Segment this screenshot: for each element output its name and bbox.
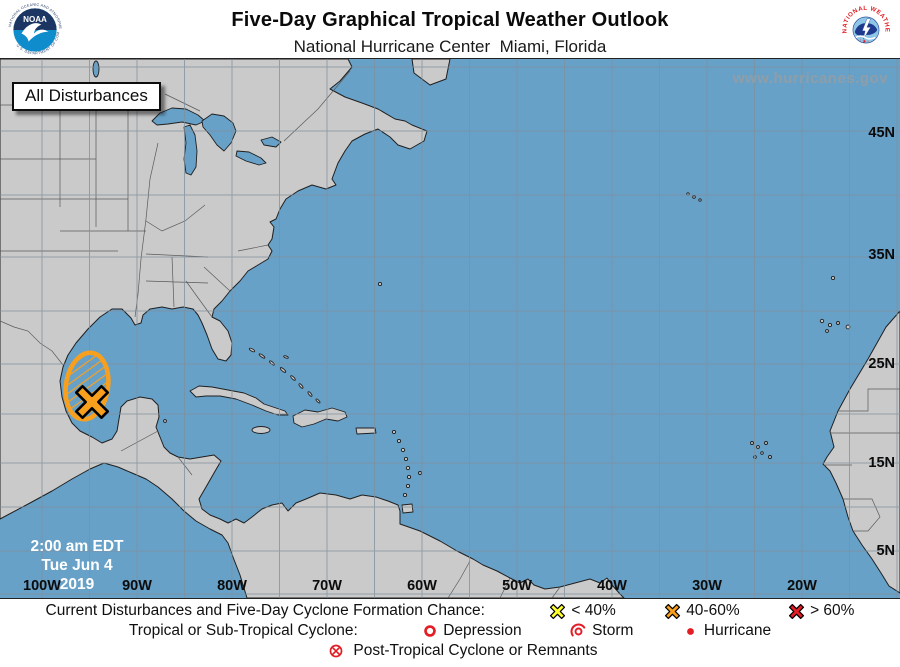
island-jamaica <box>251 426 271 434</box>
legend-row-formation-chance: Current Disturbances and Five-Day Cyclon… <box>46 601 855 621</box>
header: NOAA NATIONAL OCEANIC AND ATMOSPHERIC AD… <box>0 0 900 58</box>
legend: Current Disturbances and Five-Day Cyclon… <box>0 599 900 665</box>
legend-row-cyclone-types: Tropical or Sub-Tropical Cyclone: Depres… <box>129 621 771 641</box>
lat-label-45n: 45N <box>868 125 895 141</box>
lake-ontario <box>260 136 282 148</box>
island-cuba <box>189 385 289 416</box>
legend-item-40-60-label: 40-60% <box>686 602 740 619</box>
islands-lesser-antilles <box>391 429 422 498</box>
map-timestamp: 2:00 am EDT Tue Jun 4 2019 <box>24 537 130 594</box>
all-disturbances-label[interactable]: All Disturbances <box>12 82 161 111</box>
page-title: Five-Day Graphical Tropical Weather Outl… <box>231 9 669 31</box>
storm-icon <box>536 623 587 640</box>
outlook-map[interactable]: All Disturbances www.hurricanes.gov 2:00… <box>0 58 900 599</box>
lon-label-40w: 40W <box>597 578 627 594</box>
lat-label-5n: 5N <box>876 543 895 559</box>
legend-item-gt60: > 60% <box>754 602 855 620</box>
legend-item-gt60-label: > 60% <box>810 602 855 619</box>
lake-winnipeg <box>92 60 100 78</box>
legend-item-hurricane: Hurricane <box>647 622 771 640</box>
disturbance-x-marker[interactable] <box>74 384 110 420</box>
legend-item-hurricane-label: Hurricane <box>703 622 772 639</box>
island-hispaniola <box>292 407 348 428</box>
grid-lines <box>0 59 900 598</box>
basemap-svg <box>0 59 900 598</box>
post-tropical-icon <box>303 643 345 659</box>
nws-ring-stars: · ★ · <box>858 38 870 46</box>
lat-label-35n: 35N <box>868 247 895 263</box>
lon-label-60w: 60W <box>407 578 437 594</box>
lat-label-15n: 15N <box>868 455 895 471</box>
noaa-gull-icon <box>21 23 49 42</box>
island-puerto-rico <box>355 427 377 435</box>
legend-item-storm-label: Storm <box>592 622 634 639</box>
red-x-icon <box>754 603 805 620</box>
legend-line3-label: Post-Tropical Cyclone or Remnants <box>353 642 598 659</box>
lake-huron <box>201 113 237 152</box>
land-africa <box>822 310 900 594</box>
legend-item-lt40: < 40% <box>515 602 616 620</box>
depression-icon <box>388 623 438 639</box>
nws-wave-icon <box>855 35 876 40</box>
timestamp-time: 2:00 am EDT <box>30 538 124 555</box>
island-trinidad <box>401 503 414 514</box>
islands-cape-verde <box>750 441 772 459</box>
legend-item-lt40-label: < 40% <box>571 602 616 619</box>
nws-logo: NATIONAL WEATHER SERVICE · ★ · <box>838 2 894 63</box>
lon-label-70w: 70W <box>312 578 342 594</box>
legend-line1-label: Current Disturbances and Five-Day Cyclon… <box>45 602 485 619</box>
noaa-logo: NOAA NATIONAL OCEANIC AND ATMOSPHERIC AD… <box>8 2 62 63</box>
noaa-logo-word: NOAA <box>23 15 47 24</box>
lon-label-90w: 90W <box>122 578 152 594</box>
yellow-x-icon <box>515 603 566 620</box>
timestamp-date: Tue Jun 4 2019 <box>41 557 113 593</box>
lon-label-30w: 30W <box>692 578 722 594</box>
lon-label-20w: 20W <box>787 578 817 594</box>
legend-item-depression-label: Depression <box>443 622 522 639</box>
watermark-url: www.hurricanes.gov <box>732 70 888 87</box>
lon-label-50w: 50W <box>502 578 532 594</box>
svg-text:· ★ ·: · ★ · <box>858 38 870 46</box>
hurricane-icon <box>647 623 698 640</box>
nws-lightning-icon <box>861 18 872 40</box>
disturbance-area[interactable] <box>61 350 113 423</box>
legend-item-40-60: 40-60% <box>630 602 740 620</box>
legend-row-post-tropical: Post-Tropical Cyclone or Remnants <box>303 641 598 661</box>
lon-label-80w: 80W <box>217 578 247 594</box>
island-cozumel <box>163 419 167 423</box>
lon-label-100w: 100W <box>23 578 61 594</box>
island-bermuda <box>377 281 383 287</box>
legend-item-depression: Depression <box>388 622 522 640</box>
page-subtitle: National Hurricane Center Miami, Florida <box>293 37 607 56</box>
orange-x-icon <box>630 603 681 620</box>
islands <box>163 192 851 514</box>
island-madeira <box>830 275 836 281</box>
lake-erie <box>235 150 267 166</box>
legend-item-storm: Storm <box>536 622 634 640</box>
legend-line2-label: Tropical or Sub-Tropical Cyclone: <box>128 622 358 639</box>
islands-canary <box>819 318 851 333</box>
lat-label-25n: 25N <box>868 356 895 372</box>
